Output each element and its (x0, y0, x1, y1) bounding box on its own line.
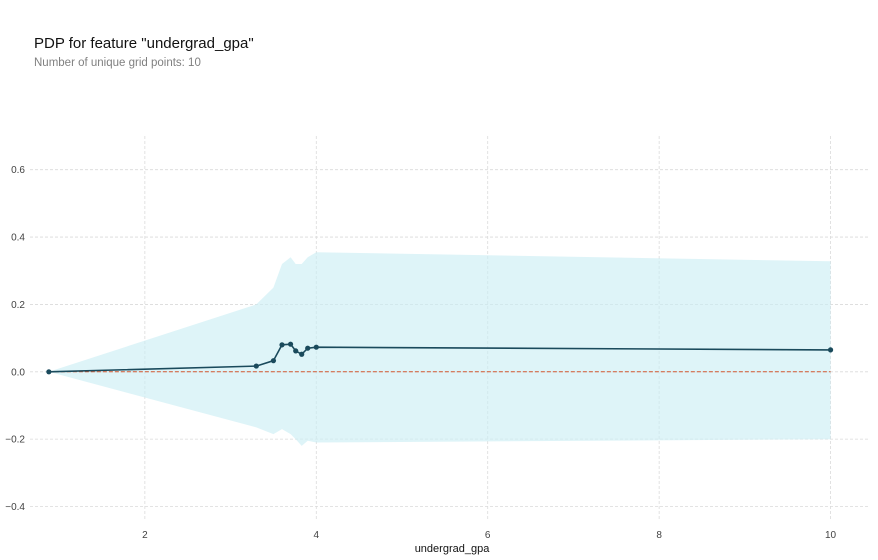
y-tick-label: 0.2 (11, 300, 25, 311)
x-tick-label: 6 (485, 530, 491, 541)
x-tick-label: 10 (825, 530, 837, 541)
y-tick-label: 0.4 (11, 233, 25, 244)
confidence-band (48, 252, 831, 446)
data-point (270, 358, 277, 364)
data-point (279, 342, 285, 348)
data-point (287, 341, 294, 347)
y-tick-label: −0.4 (5, 502, 25, 513)
chart-subtitle: Number of unique grid points: 10 (34, 57, 201, 69)
data-point (313, 344, 319, 350)
chart-title: PDP for feature "undergrad_gpa" (34, 35, 254, 52)
x-axis-label: undergrad_gpa (415, 543, 491, 555)
data-point (293, 348, 299, 354)
x-tick-label: 2 (142, 530, 148, 541)
data-point (299, 351, 305, 357)
y-tick-label: 0.0 (11, 367, 25, 378)
y-tick-label: −0.2 (5, 435, 25, 446)
data-point (46, 369, 52, 375)
data-points (46, 341, 834, 375)
x-tick-label: 8 (656, 530, 662, 541)
tick-labels: 2 4 6 8 10 −0.4 −0.2 0.0 0.2 0.4 0.6 (5, 165, 836, 541)
data-point (827, 347, 834, 353)
data-point (253, 363, 259, 369)
pdp-line (48, 343, 831, 373)
data-point (305, 345, 311, 351)
y-tick-label: 0.6 (11, 165, 25, 176)
x-tick-label: 4 (314, 530, 320, 541)
